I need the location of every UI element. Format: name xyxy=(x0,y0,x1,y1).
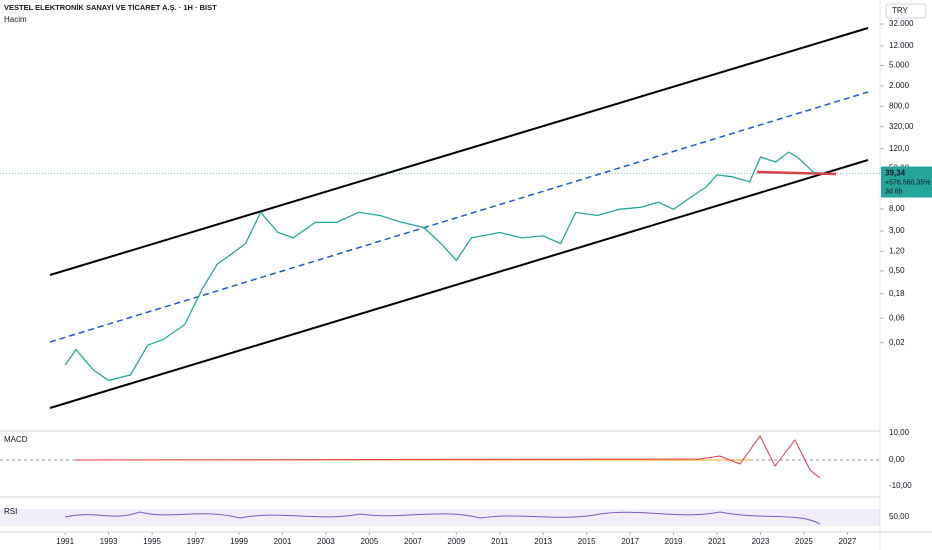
x-tick-label: 2001 xyxy=(274,537,292,546)
change: +576.560,35% xyxy=(885,179,930,186)
currency: TRY xyxy=(892,6,909,15)
currency-button[interactable] xyxy=(885,3,927,19)
y-tick-label: 120,0 xyxy=(889,144,910,153)
x-tick-label: 2007 xyxy=(404,537,422,546)
y-tick-label: 800,0 xyxy=(889,101,910,110)
y-tick-label: 0,06 xyxy=(889,313,905,322)
macd-title: MACD xyxy=(4,435,28,444)
y-tick-label: 32.000 xyxy=(889,19,914,28)
macd-line xyxy=(74,435,821,479)
y-tick-label: 0,50 xyxy=(889,266,905,275)
y-tick-label: 1,20 xyxy=(889,246,905,255)
x-tick-label: 1991 xyxy=(56,537,74,546)
indicator-label: Hacim xyxy=(4,15,27,24)
x-tick-label: 2017 xyxy=(621,537,639,546)
y-tick-label: 2.000 xyxy=(889,81,910,90)
x-tick-label: 2003 xyxy=(317,537,335,546)
x-tick-label: 1997 xyxy=(187,537,205,546)
price-pane xyxy=(64,151,816,382)
x-tick-label: 2019 xyxy=(665,537,683,546)
macd-tick: 10,00 xyxy=(889,428,910,437)
x-tick-label: 2013 xyxy=(534,537,552,546)
channel-middle xyxy=(49,91,869,343)
y-tick-label: 320,00 xyxy=(889,122,914,131)
y-tick-label: 12.000 xyxy=(889,41,914,50)
x-tick-label: 2023 xyxy=(752,537,770,546)
y-tick-label: 0,02 xyxy=(889,338,905,347)
price-line xyxy=(64,151,816,382)
rsi-title: RSI xyxy=(4,507,17,516)
channel-upper xyxy=(49,27,869,276)
last-price-box xyxy=(881,166,932,198)
x-tick-label: 2011 xyxy=(491,537,509,546)
y-tick-label: 8,00 xyxy=(889,204,905,213)
x-tick-label: 2015 xyxy=(578,537,596,546)
x-tick-label: 2027 xyxy=(839,537,857,546)
macd-tick: -10,00 xyxy=(889,481,912,490)
macd-tick: 0,00 xyxy=(889,455,905,464)
x-tick-label: 2005 xyxy=(360,537,378,546)
x-tick-label: 2025 xyxy=(795,537,813,546)
last-price: 39,34 xyxy=(885,169,906,178)
countdown: 3d 6h xyxy=(885,188,903,195)
y-tick-label: 3,00 xyxy=(889,226,905,235)
x-tick-label: 2009 xyxy=(447,537,465,546)
symbol-title: VESTEL ELEKTRONİK SANAYİ VE TİCARET A.Ş.… xyxy=(4,3,217,12)
rsi-line xyxy=(64,511,821,525)
x-tick-label: 2021 xyxy=(708,537,726,546)
x-tick-label: 1995 xyxy=(143,537,161,546)
rsi-tick: 50,00 xyxy=(889,512,910,521)
rsi-band xyxy=(0,509,880,526)
channel-lower xyxy=(49,159,869,409)
x-tick-label: 1999 xyxy=(230,537,248,546)
x-tick-label: 1993 xyxy=(100,537,118,546)
y-tick-label: 0,18 xyxy=(889,289,905,298)
y-tick-label: 5.000 xyxy=(889,61,910,70)
